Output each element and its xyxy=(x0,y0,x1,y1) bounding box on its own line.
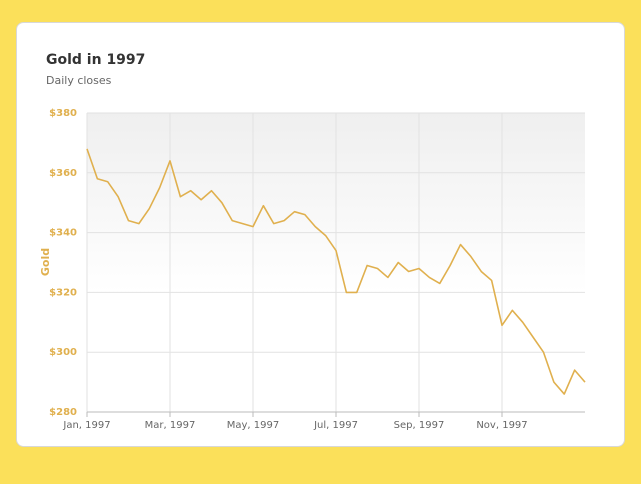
x-tick-label: Jul, 1997 xyxy=(313,420,358,431)
y-tick-label: $360 xyxy=(49,168,77,179)
y-tick-label: $380 xyxy=(49,108,77,119)
x-tick-label: May, 1997 xyxy=(227,420,279,431)
x-tick-label: Jan, 1997 xyxy=(62,420,110,431)
x-tick-label: Mar, 1997 xyxy=(145,420,196,431)
y-tick-label: $280 xyxy=(49,407,77,418)
chart-subtitle: Daily closes xyxy=(46,74,112,87)
x-tick-label: Sep, 1997 xyxy=(394,420,445,431)
chart-title: Gold in 1997 xyxy=(46,52,145,68)
y-axis-label: Gold xyxy=(39,248,52,276)
x-tick-label: Nov, 1997 xyxy=(476,420,527,431)
line xyxy=(86,148,586,395)
y-tick-label: $300 xyxy=(49,347,77,358)
y-tick-label: $320 xyxy=(49,287,77,298)
y-tick-label: $340 xyxy=(49,228,77,239)
